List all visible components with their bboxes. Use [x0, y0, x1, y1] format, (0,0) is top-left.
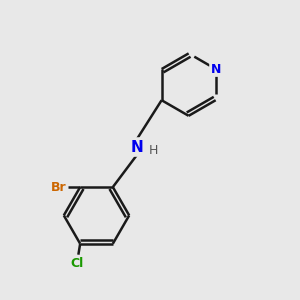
Text: N: N	[211, 62, 221, 76]
Text: H: H	[148, 143, 158, 157]
Text: Cl: Cl	[70, 256, 84, 269]
Text: Br: Br	[51, 181, 67, 194]
Text: N: N	[130, 140, 143, 154]
